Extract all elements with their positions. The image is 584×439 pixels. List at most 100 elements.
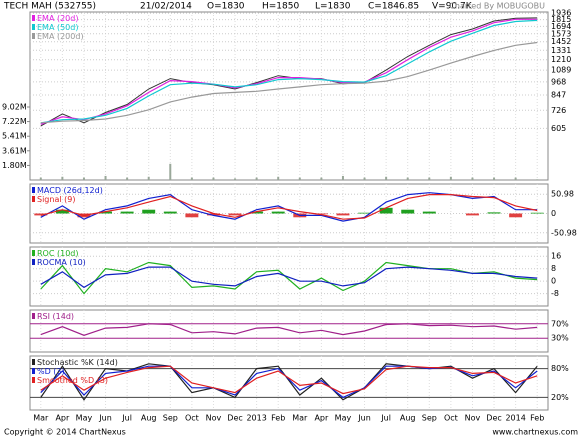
- volume-bar: [104, 175, 107, 180]
- legend-label: EMA (200d): [37, 32, 84, 41]
- legend-label: %D (3): [37, 367, 65, 376]
- histogram-bar: [120, 211, 134, 214]
- y-tick-label: 0: [551, 209, 556, 218]
- legend-swatch: [32, 33, 35, 39]
- copyright: Copyright © 2014 ChartNexus: [4, 428, 126, 437]
- volume-bar: [363, 177, 366, 180]
- y-tick-label: 1573: [551, 29, 571, 38]
- volume-bar: [536, 179, 539, 180]
- legend-label: EMA (50d): [37, 23, 78, 32]
- x-tick-label: Sep: [163, 414, 178, 423]
- y2-tick-label: 1.80M: [2, 161, 27, 170]
- legend-swatch: [32, 368, 35, 374]
- volume-bar: [320, 177, 323, 180]
- x-tick-label: May: [76, 414, 93, 423]
- y2-tick-label: 7.22M: [2, 117, 27, 126]
- high: H=1850: [262, 2, 299, 12]
- legend-swatch: [32, 377, 35, 383]
- histogram-bar: [401, 209, 415, 214]
- series-line: [40, 365, 538, 395]
- x-tick-label: 2014: [505, 414, 525, 423]
- x-tick-label: Mar: [33, 414, 49, 423]
- volume-bar: [493, 177, 496, 180]
- volume-bar: [514, 177, 517, 180]
- y-tick-label: 1210: [551, 55, 571, 64]
- histogram-bar: [185, 213, 199, 218]
- x-tick-label: Jul: [380, 414, 391, 423]
- volume-bar: [212, 177, 215, 180]
- legend-label: RSI (14d): [37, 312, 74, 321]
- histogram-bar: [228, 213, 242, 216]
- y-tick-label: 968: [551, 77, 566, 86]
- histogram-bar: [336, 213, 350, 216]
- x-tick-label: Dec: [227, 414, 242, 423]
- x-tick-label: Apr: [314, 414, 329, 423]
- histogram-bar: [379, 207, 393, 214]
- x-tick-label: 2013: [246, 414, 266, 423]
- y2-tick-label: 9.02M: [2, 103, 27, 112]
- histogram-bar: [465, 213, 479, 216]
- histogram-bar: [55, 209, 69, 214]
- panel: [29, 11, 549, 181]
- y2-tick-label: 3.61M: [2, 146, 27, 155]
- y2-tick-label: 5.41M: [2, 132, 27, 141]
- histogram-bar: [271, 211, 285, 214]
- x-tick-label: Aug: [141, 414, 157, 423]
- x-tick-label: Aug: [400, 414, 416, 423]
- legend-label: Smoothed %D (3): [37, 376, 108, 385]
- x-tick-label: Oct: [185, 414, 199, 423]
- y-tick-label: 1089: [551, 66, 571, 75]
- histogram-bar: [487, 212, 501, 214]
- legend-label: Signal (9): [37, 195, 75, 204]
- symbol: TECH MAH (532755): [3, 2, 96, 12]
- legend-label: ROCMA (10): [37, 258, 86, 267]
- volume: V=90.7K: [432, 2, 473, 12]
- series-line: [40, 18, 538, 125]
- y-tick-label: 1694: [551, 22, 571, 31]
- site: www.chartnexus.com: [492, 428, 578, 437]
- volume-bar: [61, 176, 64, 180]
- legend-swatch: [32, 259, 35, 265]
- x-tick-label: Dec: [486, 414, 501, 423]
- histogram-bar: [509, 213, 523, 218]
- x-tick-label: Nov: [465, 414, 481, 423]
- volume-bar: [406, 177, 409, 180]
- volume-bar: [471, 177, 474, 180]
- legend-swatch: [32, 15, 35, 21]
- y-tick-label: 8: [551, 264, 556, 273]
- y-tick-label: 30%: [551, 334, 569, 343]
- legend-swatch: [32, 250, 35, 256]
- volume-bar: [169, 163, 172, 180]
- legend-swatch: [32, 187, 35, 193]
- y-tick-label: 0: [551, 277, 556, 286]
- y-tick-label: 726: [551, 106, 566, 115]
- volume-bar: [341, 175, 344, 180]
- volume-bar: [277, 176, 280, 180]
- x-tick-label: May: [335, 414, 352, 423]
- panel: [29, 309, 549, 353]
- x-tick-label: Apr: [55, 414, 70, 423]
- x-tick-label: Feb: [530, 414, 544, 423]
- x-tick-label: Oct: [444, 414, 458, 423]
- close: C=1846.85: [368, 2, 419, 12]
- volume-bar: [298, 177, 301, 180]
- histogram-bar: [163, 211, 177, 214]
- histogram-bar: [422, 211, 436, 214]
- low: L=1830: [315, 2, 351, 12]
- x-tick-label: Mar: [292, 414, 308, 423]
- volume-bar: [428, 177, 431, 180]
- volume-bar: [449, 176, 452, 180]
- y-tick-label: 1815: [551, 15, 571, 24]
- x-tick-label: Jun: [357, 414, 371, 423]
- x-tick-label: Nov: [206, 414, 222, 423]
- credit: Charted By MOBUGOBU: [449, 2, 545, 11]
- y-tick-label: 80%: [551, 364, 569, 373]
- y-tick-label: 847: [551, 91, 566, 100]
- volume-bar: [255, 177, 258, 180]
- series-line: [40, 266, 538, 289]
- x-tick-label: Jun: [98, 414, 112, 423]
- series-line: [40, 19, 538, 124]
- volume-bar: [190, 177, 193, 180]
- y-tick-label: 50.98: [551, 190, 574, 199]
- y-tick-label: -50.98: [551, 228, 577, 237]
